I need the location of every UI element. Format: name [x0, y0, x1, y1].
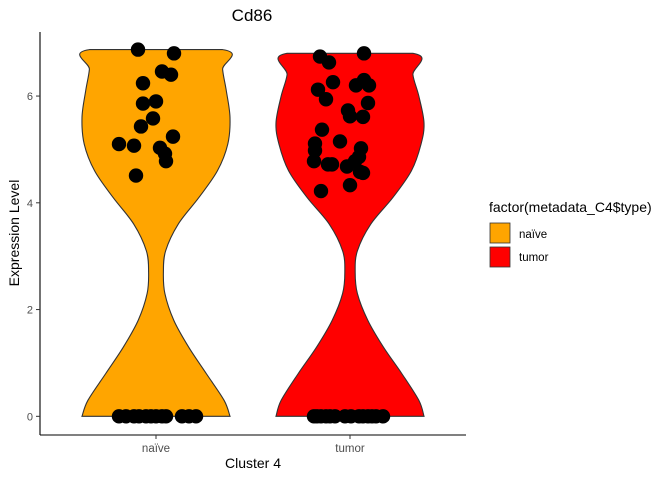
data-point: [148, 94, 164, 109]
axes-layer: [39, 32, 466, 436]
data-point: [130, 42, 146, 57]
data-point: [321, 55, 337, 70]
data-point: [355, 165, 371, 181]
x-tick-label: naïve: [142, 443, 170, 455]
data-point: [327, 409, 343, 424]
data-point: [133, 119, 149, 134]
points-layer: [111, 42, 391, 424]
data-point: [158, 153, 174, 169]
data-point: [314, 122, 330, 137]
data-point: [165, 129, 181, 144]
data-point: [188, 409, 204, 424]
legend-title: factor(metadata_C4$type): [489, 199, 652, 215]
x-tick-label: tumor: [335, 443, 365, 455]
legend-label-tumor: tumor: [519, 252, 549, 264]
x-ticks: naïve tumor: [142, 435, 365, 455]
data-point: [325, 74, 341, 90]
data-point: [158, 409, 174, 424]
data-point: [145, 111, 161, 126]
legend-key-tumor: [489, 246, 511, 268]
data-point: [342, 177, 358, 193]
data-point: [375, 409, 391, 424]
data-point: [313, 183, 329, 199]
legend: factor(metadata_C4$type) naïve tumor: [489, 199, 652, 268]
y-tick-label: 2: [27, 305, 33, 317]
data-point: [355, 109, 371, 125]
data-point: [356, 46, 372, 61]
data-point: [332, 134, 348, 149]
y-axis-label: Expression Level: [6, 180, 22, 287]
y-tick-label: 6: [27, 91, 33, 103]
y-ticks: 0 2 4 6: [27, 91, 40, 423]
y-tick-label: 0: [27, 411, 33, 423]
y-tick-label: 4: [27, 198, 33, 210]
data-point: [306, 153, 322, 169]
data-point: [310, 82, 326, 97]
data-point: [126, 138, 142, 153]
data-point: [135, 76, 151, 91]
data-point: [339, 159, 355, 174]
chart-title: Cd86: [232, 6, 273, 25]
data-point: [324, 157, 340, 172]
data-point: [307, 143, 323, 158]
data-point: [360, 95, 376, 111]
data-point: [111, 136, 127, 152]
legend-key-naive: [489, 222, 511, 244]
data-point: [163, 67, 179, 82]
data-point: [128, 168, 144, 183]
data-point: [342, 109, 358, 124]
x-axis-label: Cluster 4: [225, 455, 281, 471]
data-point: [166, 46, 182, 61]
data-point: [361, 78, 377, 93]
data-point: [348, 78, 364, 93]
data-point: [318, 92, 334, 107]
data-point: [135, 96, 151, 111]
legend-label-naive: naïve: [519, 229, 547, 241]
